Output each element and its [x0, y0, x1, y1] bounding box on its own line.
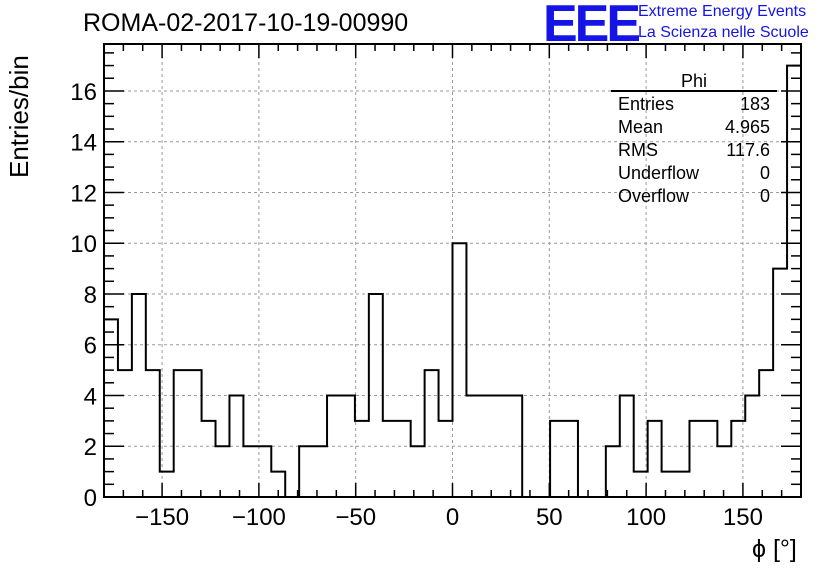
org-name-line1: Extreme Energy Events — [638, 3, 807, 20]
org-name-line2: La Scienza nelle Scuole — [638, 24, 809, 41]
y-tick-label: 2 — [84, 434, 97, 461]
stats-value: 0 — [760, 163, 770, 183]
stats-value: 117.6 — [726, 140, 770, 160]
y-tick-label: 8 — [84, 282, 97, 309]
stats-label: Mean — [618, 117, 663, 137]
eee-logo: EEE — [543, 0, 641, 53]
x-tick-label: −150 — [135, 504, 189, 531]
plot-title: ROMA-02-2017-10-19-00990 — [83, 9, 409, 37]
x-tick-label: 100 — [626, 504, 666, 531]
stats-label: Entries — [618, 94, 674, 114]
stats-value: 183 — [740, 94, 770, 114]
y-tick-label: 16 — [70, 79, 97, 106]
stats-label: RMS — [618, 140, 658, 160]
x-tick-label: −50 — [335, 504, 376, 531]
y-tick-label: 6 — [84, 333, 97, 360]
stats-box: Phi Entries 183 Mean 4.965 RMS 117.6 Underflow… — [611, 71, 777, 206]
x-tick-label: 150 — [723, 504, 763, 531]
x-tick-label: 50 — [536, 504, 563, 531]
y-tick-label: 10 — [70, 231, 97, 258]
x-tick-label: −100 — [232, 504, 286, 531]
y-tick-label: 12 — [70, 180, 97, 207]
y-tick-label: 0 — [84, 485, 97, 512]
axis-ticks: −150 −100 −50 0 50 100 150 0 2 4 6 8 10 12 14 16 — [70, 44, 801, 531]
stats-label: Overflow — [618, 186, 690, 206]
stats-label: Underflow — [618, 163, 700, 183]
stats-value: 4.965 — [725, 117, 770, 137]
stats-value: 0 — [760, 186, 770, 206]
x-axis-label: ϕ [°] — [752, 535, 797, 563]
x-tick-label: 0 — [446, 504, 459, 531]
histogram-outline — [103, 64, 802, 498]
stats-title: Phi — [681, 71, 707, 91]
y-tick-label: 14 — [70, 130, 97, 157]
y-tick-label: 4 — [84, 383, 97, 410]
